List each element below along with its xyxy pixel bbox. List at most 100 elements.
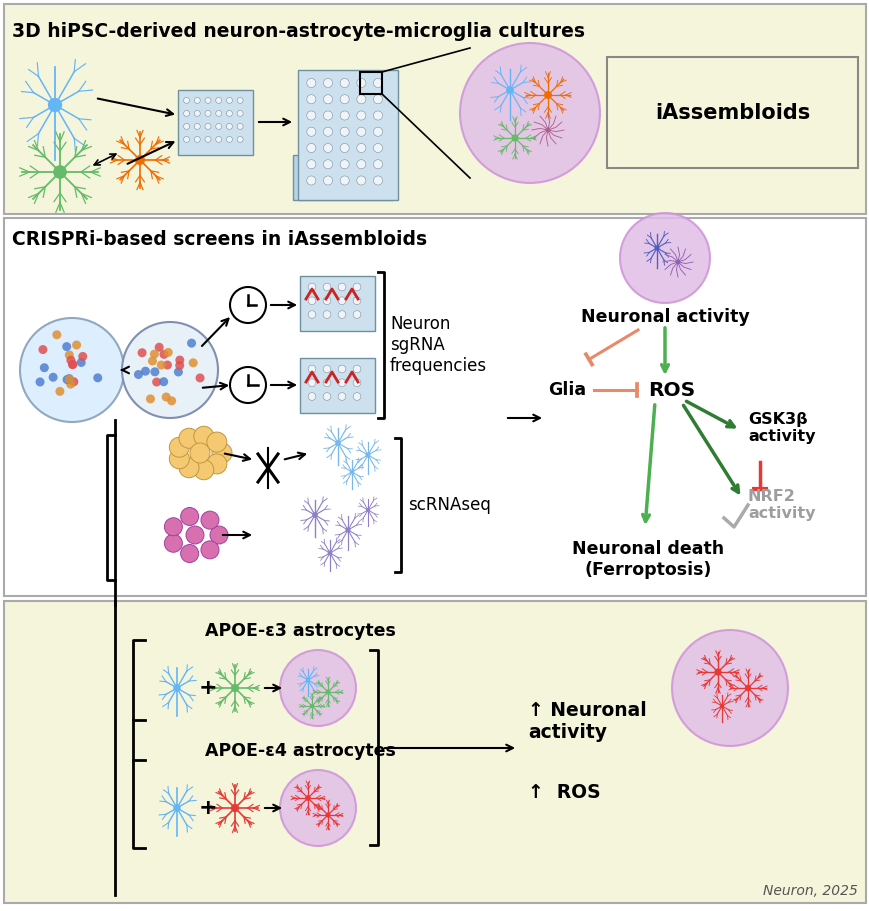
- Circle shape: [322, 311, 330, 318]
- Circle shape: [48, 97, 62, 112]
- Circle shape: [167, 396, 176, 405]
- Circle shape: [40, 363, 49, 373]
- Circle shape: [307, 176, 315, 185]
- Circle shape: [338, 283, 346, 291]
- Circle shape: [356, 78, 366, 87]
- Circle shape: [373, 128, 382, 137]
- Circle shape: [68, 360, 77, 369]
- Circle shape: [137, 348, 146, 357]
- Circle shape: [340, 95, 348, 104]
- Circle shape: [671, 630, 787, 746]
- Circle shape: [179, 457, 199, 477]
- FancyBboxPatch shape: [4, 4, 865, 214]
- FancyBboxPatch shape: [607, 57, 857, 168]
- Circle shape: [63, 375, 71, 384]
- Circle shape: [162, 393, 170, 402]
- Bar: [178, 90, 253, 155]
- Circle shape: [340, 159, 348, 169]
- Text: Neuron, 2025: Neuron, 2025: [762, 884, 857, 898]
- Circle shape: [307, 111, 315, 120]
- Text: +: +: [198, 678, 217, 698]
- Circle shape: [187, 339, 196, 348]
- Circle shape: [194, 97, 200, 104]
- Circle shape: [173, 804, 181, 812]
- Circle shape: [366, 508, 369, 512]
- Circle shape: [308, 379, 315, 386]
- Circle shape: [201, 541, 219, 558]
- Circle shape: [340, 78, 348, 87]
- Text: Glia: Glia: [547, 381, 586, 399]
- Circle shape: [93, 374, 103, 383]
- Circle shape: [230, 684, 239, 692]
- Circle shape: [169, 449, 189, 469]
- Circle shape: [186, 526, 203, 544]
- Circle shape: [356, 128, 366, 137]
- Circle shape: [322, 283, 330, 291]
- Circle shape: [205, 137, 211, 142]
- Circle shape: [306, 678, 309, 682]
- Text: NRF2
activity: NRF2 activity: [747, 489, 814, 521]
- Circle shape: [159, 350, 169, 359]
- Circle shape: [349, 470, 354, 475]
- Circle shape: [53, 165, 67, 179]
- Circle shape: [323, 128, 332, 137]
- FancyBboxPatch shape: [4, 218, 865, 596]
- Circle shape: [76, 358, 86, 367]
- Circle shape: [66, 355, 76, 364]
- Circle shape: [325, 813, 330, 817]
- Circle shape: [237, 137, 242, 142]
- Circle shape: [307, 159, 315, 169]
- Circle shape: [340, 128, 348, 137]
- Circle shape: [194, 426, 214, 446]
- Circle shape: [226, 137, 232, 142]
- Circle shape: [64, 374, 74, 383]
- Bar: [298, 70, 397, 200]
- Circle shape: [201, 511, 219, 529]
- Text: iAssembloids: iAssembloids: [654, 103, 810, 123]
- Circle shape: [205, 97, 211, 104]
- Circle shape: [175, 361, 184, 370]
- Circle shape: [353, 283, 361, 291]
- Circle shape: [305, 795, 310, 801]
- Text: GSK3β
activity: GSK3β activity: [747, 412, 814, 445]
- Circle shape: [183, 110, 189, 117]
- Circle shape: [308, 283, 315, 291]
- Circle shape: [373, 143, 382, 152]
- Circle shape: [169, 437, 189, 457]
- Circle shape: [309, 704, 314, 708]
- Circle shape: [340, 111, 348, 120]
- Circle shape: [216, 110, 222, 117]
- Circle shape: [356, 159, 366, 169]
- Circle shape: [373, 95, 382, 104]
- Text: APOE-ε3 astrocytes: APOE-ε3 astrocytes: [204, 622, 395, 640]
- Circle shape: [237, 97, 242, 104]
- Circle shape: [49, 373, 57, 382]
- Circle shape: [328, 550, 332, 556]
- Circle shape: [506, 87, 514, 94]
- Circle shape: [322, 365, 330, 373]
- Bar: [300, 276, 375, 331]
- Circle shape: [189, 358, 197, 367]
- Circle shape: [237, 123, 242, 129]
- Circle shape: [68, 360, 77, 369]
- Circle shape: [134, 370, 143, 379]
- Circle shape: [146, 394, 155, 404]
- Circle shape: [174, 367, 182, 376]
- Circle shape: [460, 43, 600, 183]
- Text: APOE-ε4 astrocytes: APOE-ε4 astrocytes: [204, 742, 395, 760]
- Text: 3D hiPSC-derived neuron-astrocyte-microglia cultures: 3D hiPSC-derived neuron-astrocyte-microg…: [12, 22, 584, 41]
- Circle shape: [181, 507, 198, 526]
- Bar: [300, 358, 375, 413]
- Circle shape: [72, 341, 81, 350]
- Circle shape: [338, 365, 346, 373]
- Circle shape: [207, 454, 227, 474]
- Circle shape: [38, 345, 48, 354]
- Circle shape: [194, 460, 214, 480]
- Circle shape: [325, 690, 330, 694]
- Circle shape: [719, 704, 723, 708]
- Circle shape: [353, 379, 361, 386]
- Circle shape: [183, 97, 189, 104]
- Circle shape: [373, 78, 382, 87]
- Circle shape: [373, 111, 382, 120]
- Circle shape: [713, 669, 720, 676]
